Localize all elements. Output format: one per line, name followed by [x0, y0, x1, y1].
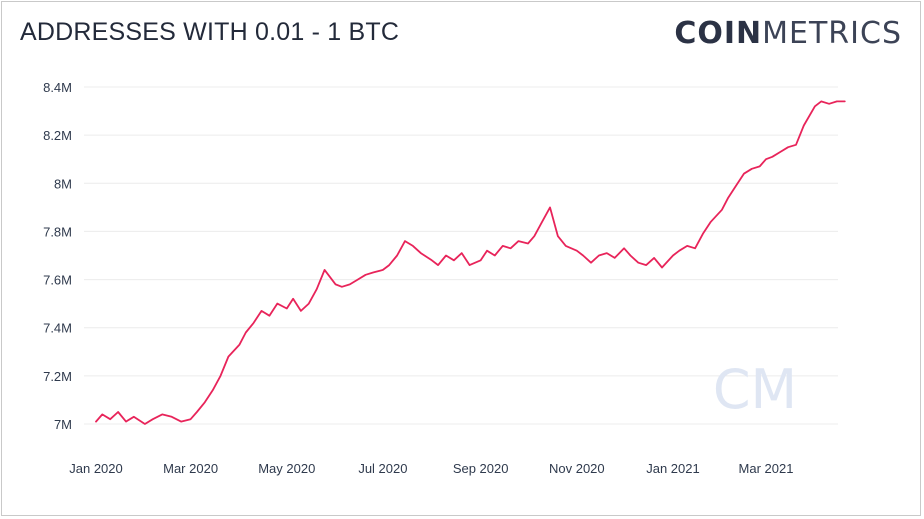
y-tick-label: 7.2M	[43, 369, 72, 384]
y-tick-label: 7.4M	[43, 321, 72, 336]
x-tick-label: Jul 2020	[358, 461, 407, 476]
chart-title: ADDRESSES WITH 0.01 - 1 BTC	[20, 18, 400, 46]
x-tick-label: Jan 2021	[646, 461, 700, 476]
y-tick-label: 8.4M	[43, 80, 72, 95]
brand-logo-light: METRICS	[762, 16, 902, 51]
y-tick-label: 7.8M	[43, 224, 72, 239]
y-tick-label: 7M	[54, 417, 72, 432]
x-axis-ticks: Jan 2020 Mar 2020 May 2020 Jul 2020 Sep 2020…	[69, 461, 793, 476]
y-axis-ticks: 7M 7.2M 7.4M 7.6M 7.8M 8M 8.2M 8.4M	[43, 80, 72, 432]
x-tick-label: Mar 2020	[163, 461, 218, 476]
brand-logo-bold: COIN	[674, 16, 763, 51]
y-tick-label: 8.2M	[43, 128, 72, 143]
x-tick-label: Mar 2021	[739, 461, 794, 476]
x-tick-label: Nov 2020	[549, 461, 605, 476]
x-tick-label: May 2020	[258, 461, 315, 476]
brand-logo: COINMETRICS	[674, 16, 902, 51]
watermark-logo: CM	[713, 358, 797, 421]
series-group	[95, 100, 846, 425]
x-tick-label: Sep 2020	[453, 461, 509, 476]
y-tick-label: 7.6M	[43, 273, 72, 288]
grid-lines	[84, 86, 838, 425]
series-line	[95, 100, 846, 425]
x-tick-label: Jan 2020	[69, 461, 123, 476]
y-tick-label: 8M	[54, 176, 72, 191]
